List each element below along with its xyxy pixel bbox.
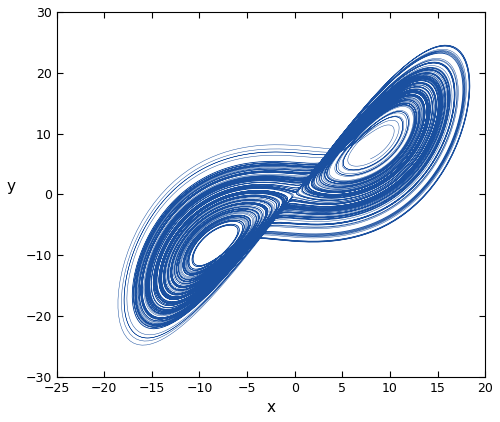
X-axis label: x: x [266,400,276,415]
Y-axis label: y: y [7,179,16,194]
